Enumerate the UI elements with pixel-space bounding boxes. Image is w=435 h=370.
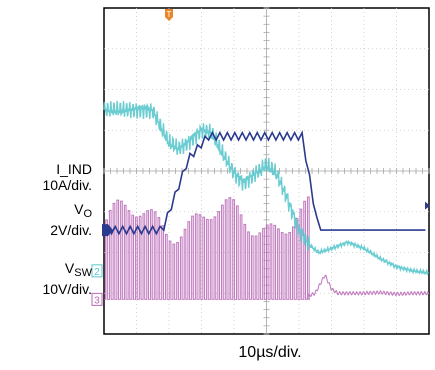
ch1-level-arrow xyxy=(425,201,430,210)
ch2-name: V xyxy=(74,201,84,217)
ch2-scale: 2V/div. xyxy=(50,222,92,238)
ch1-name: I_IND xyxy=(56,161,92,177)
ch1-trace xyxy=(103,130,426,236)
trigger-marker-text: T xyxy=(167,10,172,19)
channel-markers: 23 xyxy=(91,201,430,306)
ch2-trace xyxy=(103,100,430,276)
ch3-marker-text: 3 xyxy=(94,295,100,306)
timebase-label: 10µs/div. xyxy=(238,344,302,361)
trigger-marker: T xyxy=(165,9,173,21)
ch2-marker: 2 xyxy=(91,264,103,278)
ch1-label: I_IND 10A/div. xyxy=(4,161,92,193)
ch2-name-sub: O xyxy=(83,208,92,220)
trigger-marker-shape xyxy=(165,9,173,21)
ch2-marker-text: 2 xyxy=(94,267,100,278)
ch1-marker xyxy=(102,224,113,237)
ch3-scale: 10V/div. xyxy=(42,281,92,297)
scope-traces xyxy=(103,100,430,301)
ch3-name-sub: SW xyxy=(74,267,92,279)
ch1-scale: 10A/div. xyxy=(42,177,92,193)
ch3-name: V xyxy=(64,260,75,276)
ch2-label: VO 2V/div. xyxy=(4,201,92,238)
ch3-marker-box xyxy=(91,292,103,306)
ch3-trace xyxy=(104,196,430,301)
ch1-marker-shape xyxy=(102,224,113,237)
ch2-marker-box xyxy=(91,264,103,278)
ch3-label: VSW 10V/div. xyxy=(4,260,92,297)
ch3-marker: 3 xyxy=(91,292,103,306)
